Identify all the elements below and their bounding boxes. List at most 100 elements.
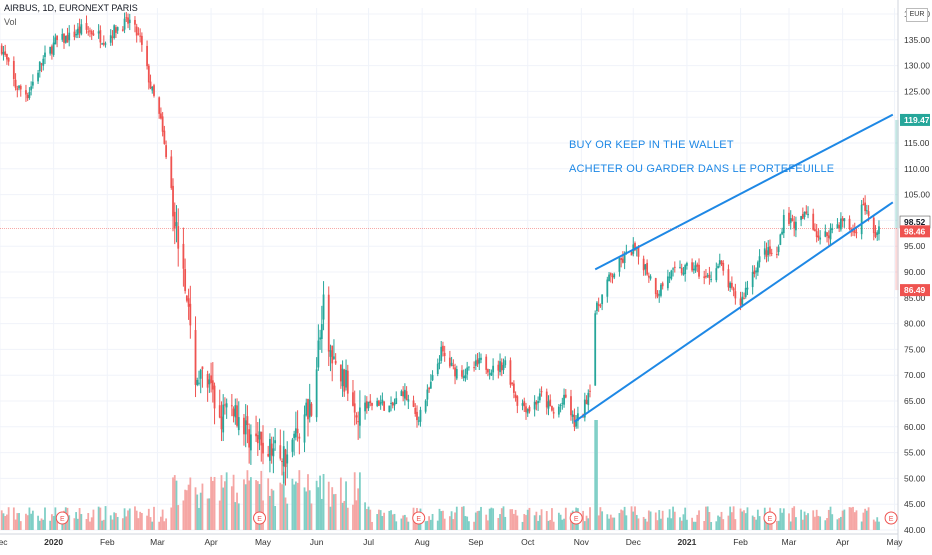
candle-body <box>438 362 441 365</box>
candle-body <box>294 428 297 438</box>
candle-body <box>867 211 870 216</box>
candle-body <box>208 379 211 385</box>
earnings-marker-label: E <box>416 516 421 523</box>
price-label-stop <box>900 284 930 297</box>
volume-bar <box>878 521 880 530</box>
candle-body <box>660 284 662 296</box>
candle-body <box>92 33 95 36</box>
candle-body <box>666 276 669 289</box>
candle-body <box>365 401 368 409</box>
volume-bar <box>175 480 178 530</box>
volume-bar <box>320 498 323 530</box>
candle-body <box>528 406 531 412</box>
volume-bar <box>490 507 493 530</box>
candle-body <box>0 45 3 54</box>
volume-bar <box>705 506 707 530</box>
y-tick-label: 95.00 <box>904 241 926 251</box>
volume-bar <box>438 508 441 530</box>
volume-bar <box>256 481 259 530</box>
candle-body <box>755 270 758 273</box>
candle-body <box>249 434 252 451</box>
candle-body <box>788 212 790 224</box>
volume-bar <box>793 506 796 530</box>
x-tick-label: Sep <box>468 537 483 547</box>
volume-bar <box>722 519 725 530</box>
volume-bar <box>237 503 240 530</box>
candle-body <box>608 274 610 282</box>
x-tick-label: Feb <box>733 537 748 547</box>
candle-body <box>756 262 759 273</box>
price-label-text: 119.47 <box>904 115 930 125</box>
volume-bar <box>860 521 863 530</box>
candle-body <box>642 258 645 271</box>
volume-bar <box>75 512 78 530</box>
candle-body <box>630 252 633 256</box>
candle-body <box>38 61 41 72</box>
candle-body <box>440 346 443 361</box>
candle-body <box>743 297 745 299</box>
candle-body <box>782 214 785 234</box>
volume-bar <box>473 521 475 530</box>
volume-bar <box>224 481 226 530</box>
candle-body <box>220 416 223 430</box>
candle-body <box>391 402 394 406</box>
volume-bar <box>293 484 296 530</box>
candle-body <box>218 405 221 418</box>
y-tick-label: 110.00 <box>904 164 930 174</box>
candle-body <box>352 392 354 406</box>
volume-bar <box>511 509 514 530</box>
candle-body <box>514 394 517 398</box>
volume-bar <box>852 506 854 530</box>
volume-bar <box>172 477 174 530</box>
volume-bar <box>92 509 95 530</box>
volume-bar <box>535 511 538 530</box>
candle-body <box>523 401 526 407</box>
volume-bar <box>720 511 723 530</box>
candle-body <box>28 92 31 99</box>
volume-bar <box>42 519 45 530</box>
candle-body <box>185 295 188 301</box>
candle-body <box>791 218 794 222</box>
volume-bar <box>452 519 455 530</box>
candle-body <box>230 405 233 407</box>
candle-body <box>876 232 879 235</box>
candle-body <box>770 252 773 254</box>
candle-body <box>826 232 828 236</box>
symbol-title: AIRBUS, 1D, EURONEXT PARIS <box>4 3 138 13</box>
x-tick-label: Nov <box>574 537 590 547</box>
y-tick-label: 135.00 <box>904 35 930 45</box>
candle-body <box>225 403 228 408</box>
volume-bar <box>464 516 467 530</box>
volume-bar <box>78 508 81 530</box>
volume-bar <box>474 512 477 530</box>
volume-bar <box>307 474 309 530</box>
volume-bar <box>630 506 633 530</box>
volume-bar <box>864 508 867 530</box>
volume-bar <box>40 518 43 530</box>
candle-body <box>12 60 15 80</box>
candle-body <box>6 54 8 60</box>
volume-bar <box>448 516 451 530</box>
volume-bar <box>49 520 52 530</box>
currency-badge[interactable]: EUR <box>906 8 928 22</box>
volume-bar <box>741 511 744 530</box>
volume-bar <box>876 517 879 530</box>
annotation-buy-fr[interactable]: ACHETER OU GARDER DANS LE PORTEFEUILLE <box>569 163 835 175</box>
candle-body <box>327 294 330 352</box>
volume-bar <box>454 512 456 530</box>
annotation-buy[interactable]: BUY OR KEEP IN THE WALLET <box>569 139 734 151</box>
volume-bar <box>855 510 858 530</box>
volume-bar <box>28 507 31 530</box>
x-tick-label: Apr <box>204 537 217 547</box>
candle-body <box>577 413 579 422</box>
volume-bar <box>429 519 432 530</box>
candle-body <box>734 291 737 299</box>
candle-body <box>535 401 538 405</box>
volume-bar <box>609 514 612 530</box>
volume-bar <box>601 511 604 530</box>
volume-bar <box>196 494 199 530</box>
candle-body <box>135 26 138 36</box>
candle-body <box>234 405 237 418</box>
